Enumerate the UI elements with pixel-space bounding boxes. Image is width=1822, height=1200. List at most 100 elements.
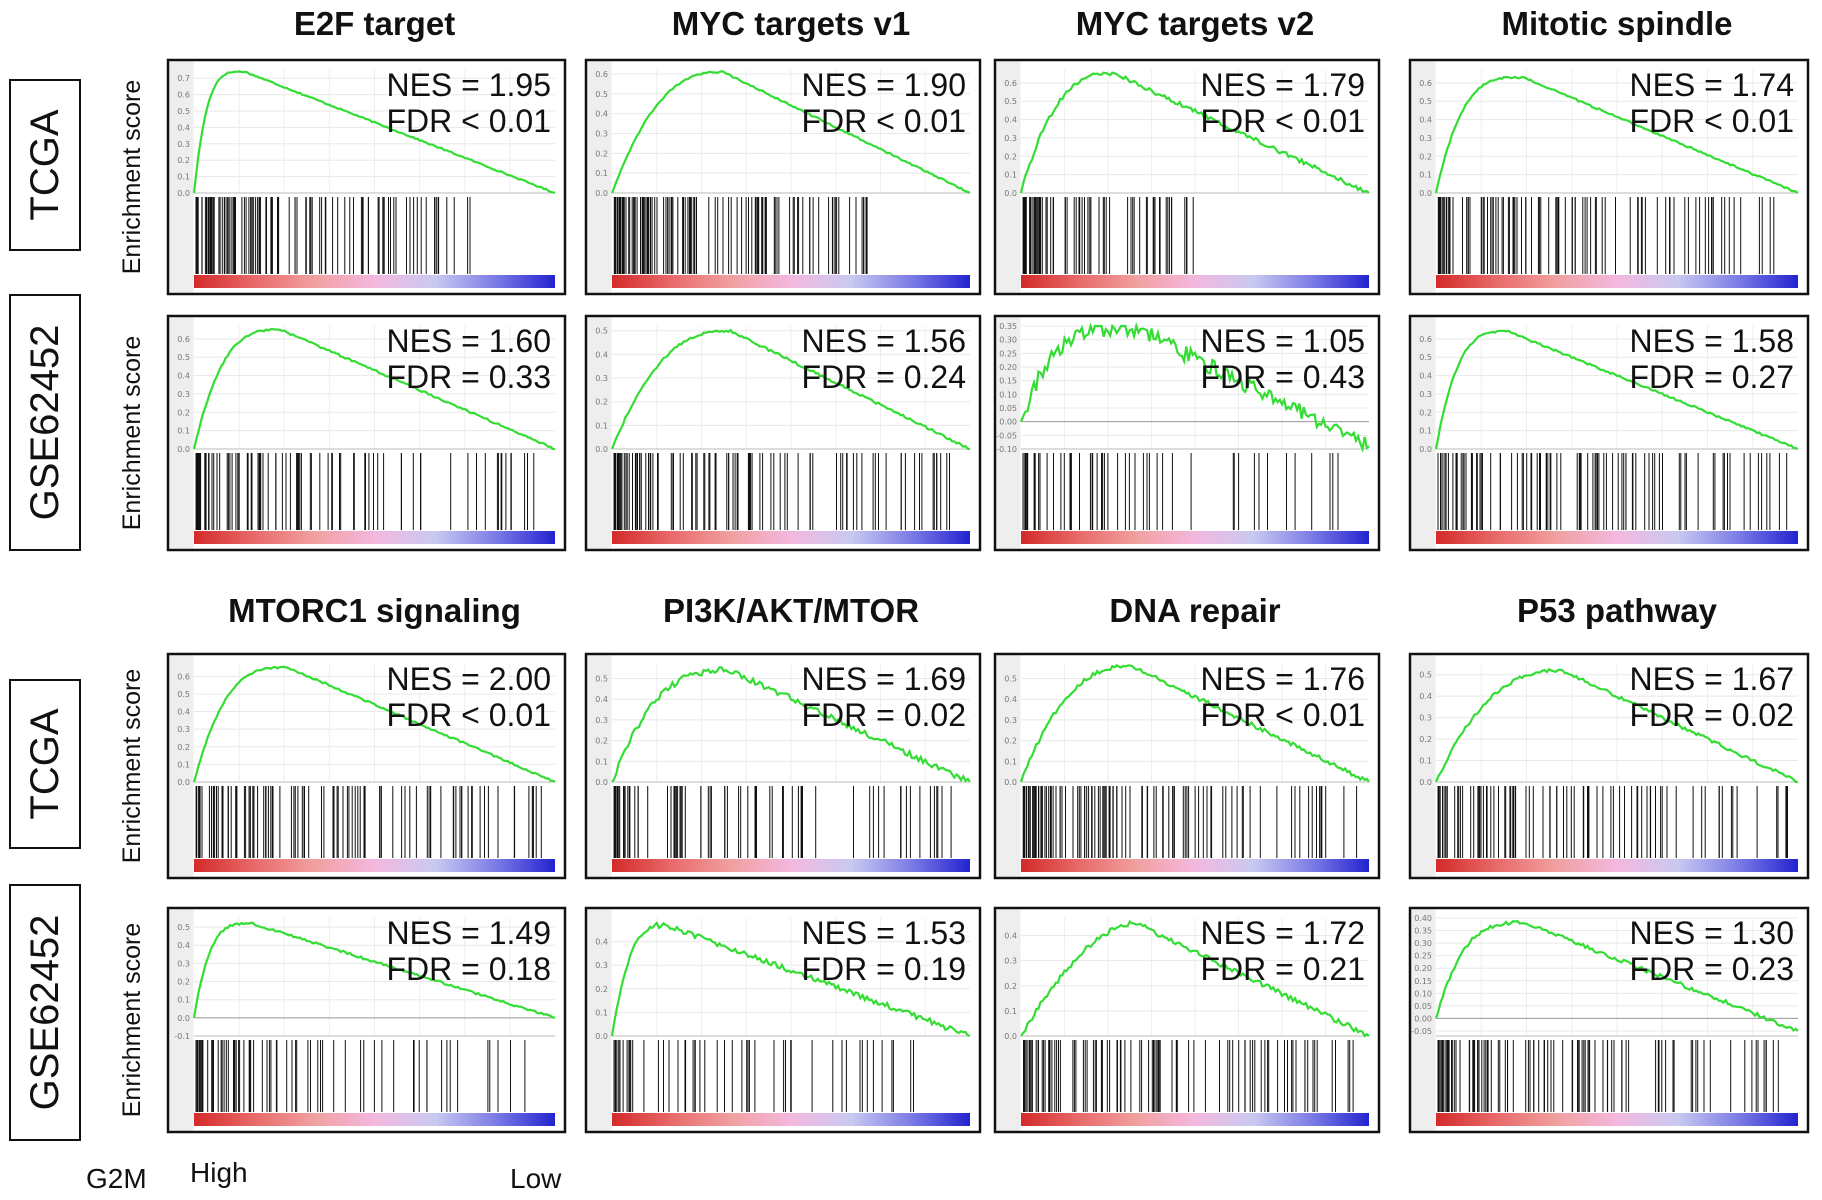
ranked-list-bar: [194, 1113, 555, 1126]
y-tick-label: 0.35: [1414, 927, 1432, 936]
y-axis-label: Enrichment score: [118, 80, 146, 275]
nes-text: NES = 1.72: [1200, 915, 1365, 951]
y-tick-label: 0.0: [595, 189, 608, 198]
y-tick-label: 0.5: [177, 923, 190, 932]
y-tick-label: 0.05: [999, 404, 1017, 413]
hit-lines: [1437, 453, 1788, 530]
y-tick-label: 0.40: [1414, 914, 1432, 923]
y-tick-label: 0.2: [1419, 152, 1432, 161]
hit-lines: [195, 1040, 526, 1112]
panel-title: DNA repair: [1109, 592, 1280, 629]
y-axis-label: Enrichment score: [118, 923, 146, 1118]
gsea-panel: -0.05 0.00 0.05 0.10 0.15 0.20 0.25 0.30 0.35 0.4…: [1408, 906, 1810, 1134]
fdr-text: FDR < 0.01: [1200, 697, 1365, 733]
ranked-list-bar: [1021, 531, 1369, 544]
gsea-panel: Enrichment score 0.0 0.1 0.2 0.3 0.4 0.5 0.6 NES…: [118, 314, 567, 552]
y-tick-label: 0.1: [177, 760, 190, 769]
y-tick-label: 0.3: [177, 725, 190, 734]
fdr-text: FDR = 0.19: [801, 951, 966, 987]
y-tick-label: 0.4: [1419, 116, 1432, 125]
panel-title: E2F target: [294, 5, 455, 42]
axis-gutter: [1411, 317, 1436, 549]
y-tick-label: 0.15: [1414, 977, 1432, 986]
enrichment-curve: [610, 328, 971, 451]
y-tick-label: 0.3: [595, 374, 608, 383]
axis-gutter: [169, 61, 194, 293]
axis-gutter: [169, 655, 194, 877]
fdr-text: FDR < 0.01: [1200, 103, 1365, 139]
y-tick-label: 0.1: [595, 757, 608, 766]
cohort-box: [9, 679, 81, 849]
cohort-box: [9, 294, 81, 551]
y-tick-label: -0.1: [174, 1032, 190, 1041]
ranked-list-bar: [1436, 1113, 1798, 1126]
gsea-panel: Enrichment score -0.1 0.0 0.1 0.2 0.3 0.4 0.5 NE…: [118, 906, 567, 1134]
y-tick-label: 0.5: [1419, 671, 1432, 680]
gsea-panel: DNA repair 0.0 0.1 0.2 0.3 0.4 0.5 NES = 1.76FD…: [993, 592, 1381, 880]
fdr-text: FDR = 0.02: [801, 697, 966, 733]
gsea-panel: Mitotic spindle 0.0 0.1 0.2 0.3 0.4 0.5 0.6 NES …: [1408, 5, 1810, 296]
hit-lines: [1437, 1040, 1779, 1112]
panel-title: P53 pathway: [1517, 592, 1718, 629]
enrichment-curve: [610, 920, 971, 1038]
y-tick-label: 0.1: [1004, 171, 1017, 180]
fdr-text: FDR = 0.24: [801, 359, 966, 395]
y-tick-label: 0.30: [1414, 939, 1432, 948]
y-tick-label: 0.0: [1419, 189, 1432, 198]
y-tick-label: 0.0: [595, 1032, 608, 1041]
y-tick-label: 0.10: [1414, 989, 1432, 998]
y-tick-label: 0.6: [1004, 79, 1017, 88]
cohort-label-tcga: TCGA: [9, 679, 81, 849]
gsea-panel: MTORC1 signaling Enrichment score 0.0 0.1 0.…: [118, 592, 567, 880]
gsea-panel: E2F target Enrichment score 0.0 0.1 0.2 0.3 0.…: [118, 5, 567, 296]
nes-text: NES = 1.90: [801, 67, 966, 103]
cohort-box: [9, 884, 81, 1141]
y-tick-label: 0.2: [1004, 737, 1017, 746]
fdr-text: FDR = 0.21: [1200, 951, 1365, 987]
y-tick-label: 0.4: [595, 695, 608, 704]
axis-gutter: [1411, 61, 1436, 293]
cohort-box: [9, 79, 81, 251]
y-tick-label: 0.5: [177, 107, 190, 116]
y-tick-label: 0.3: [177, 390, 190, 399]
y-tick-label: 0.15: [999, 377, 1017, 386]
y-tick-label: -0.05: [996, 431, 1017, 440]
nes-text: NES = 1.74: [1629, 67, 1794, 103]
y-tick-label: 0.2: [595, 985, 608, 994]
nes-text: NES = 1.67: [1629, 661, 1794, 697]
y-tick-label: 0.3: [595, 961, 608, 970]
enrichment-curve: [1434, 329, 1799, 451]
nes-text: NES = 1.05: [1200, 323, 1365, 359]
y-tick-label: 0.3: [177, 959, 190, 968]
fdr-text: FDR < 0.01: [386, 103, 551, 139]
nes-text: NES = 1.76: [1200, 661, 1365, 697]
hit-lines: [613, 1040, 914, 1112]
y-tick-label: 0.00: [1414, 1014, 1432, 1023]
nes-text: NES = 1.49: [386, 915, 551, 951]
fdr-text: FDR = 0.27: [1629, 359, 1794, 395]
nes-text: NES = 1.60: [386, 323, 551, 359]
ranked-list-bar: [194, 859, 555, 872]
y-tick-label: 0.6: [177, 91, 190, 100]
axis-gutter: [996, 61, 1021, 293]
y-tick-label: 0.0: [1004, 778, 1017, 787]
enrichment-curve: [192, 70, 556, 195]
cohort-label-gse62452: GSE62452: [9, 884, 81, 1141]
y-tick-label: 0.4: [177, 123, 190, 132]
hit-lines: [1437, 197, 1775, 274]
panel-title: PI3K/AKT/MTOR: [663, 592, 919, 629]
y-tick-label: 0.5: [1419, 97, 1432, 106]
y-tick-label: 0.4: [1419, 692, 1432, 701]
high-label: High: [190, 1157, 248, 1188]
gsea-panel: MYC targets v1 0.0 0.1 0.2 0.3 0.4 0.5 0.6 NES =…: [584, 5, 982, 296]
y-tick-label: 0.2: [1004, 982, 1017, 991]
enrichment-curve: [1019, 321, 1370, 453]
y-axis-label: Enrichment score: [118, 336, 146, 531]
y-tick-label: 0.4: [595, 350, 608, 359]
y-tick-label: 0.3: [1419, 714, 1432, 723]
gsea-panel: P53 pathway 0.0 0.1 0.2 0.3 0.4 0.5 NES = 1.67F…: [1408, 592, 1810, 880]
